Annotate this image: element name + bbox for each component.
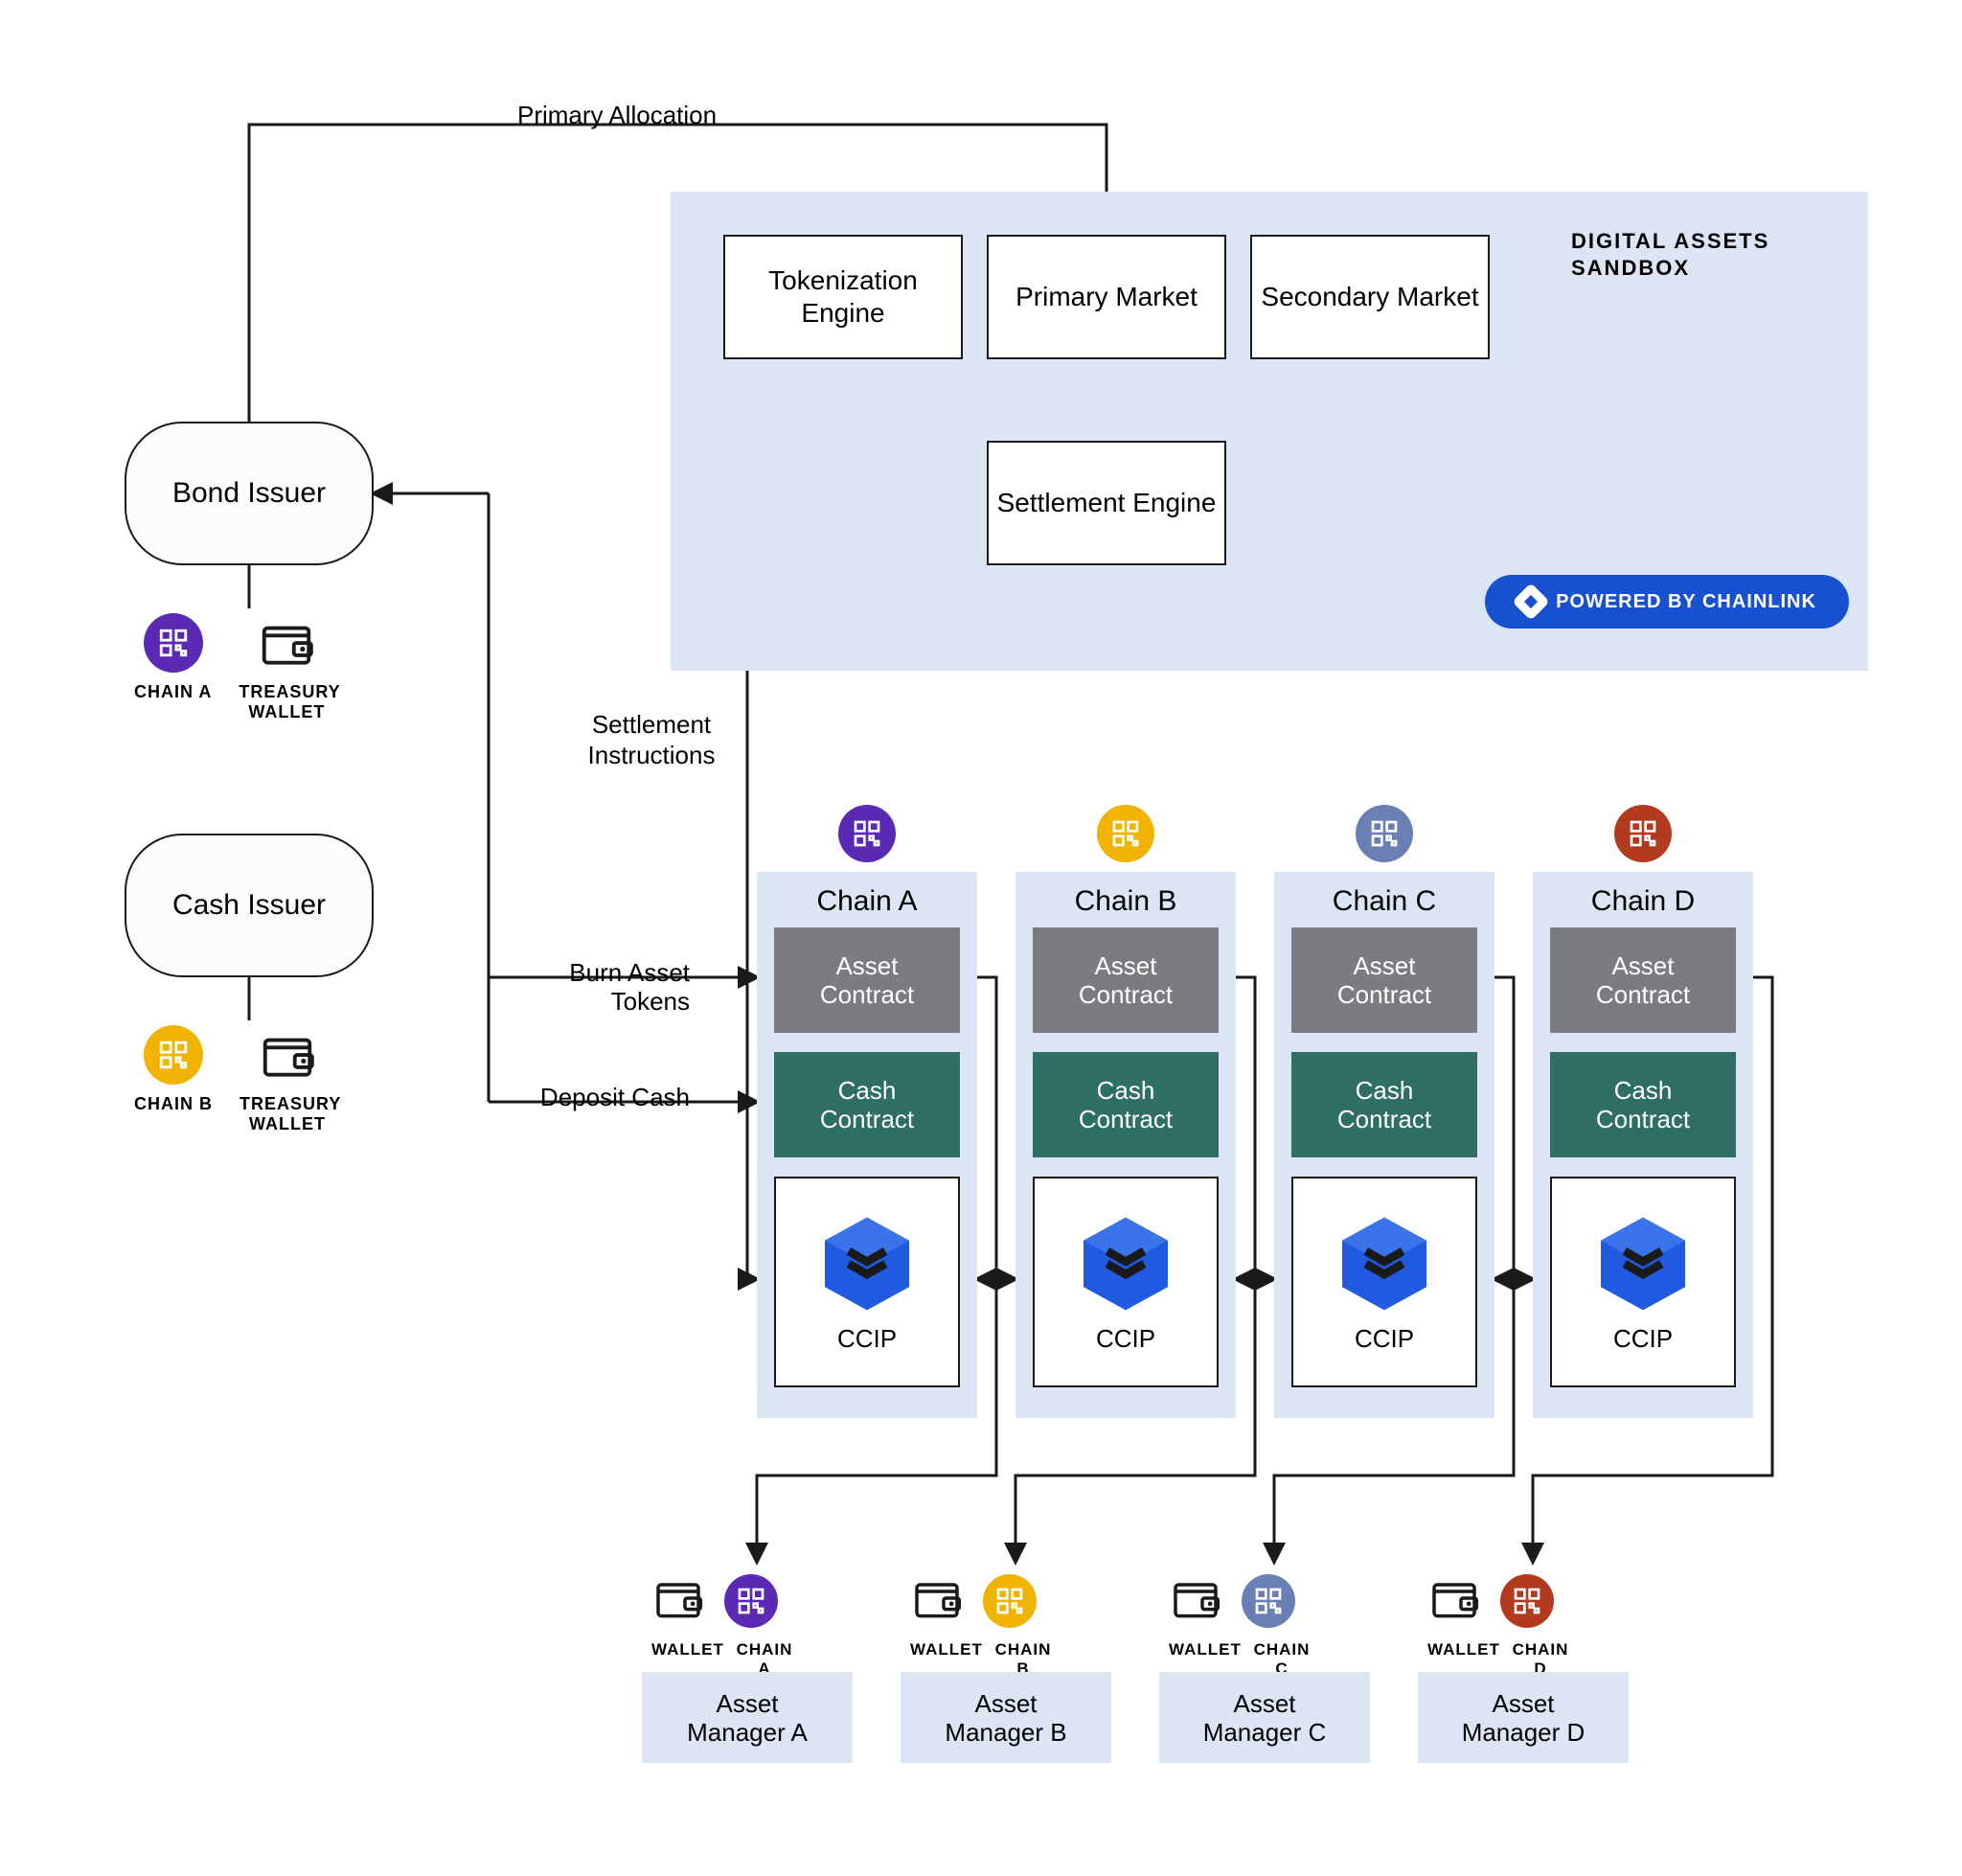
manager-box-2: AssetManager C <box>1159 1672 1370 1763</box>
box-secondary-label: Secondary Market <box>1261 281 1478 313</box>
wallet-icon <box>1169 1571 1222 1630</box>
chain-A-icon <box>838 805 896 862</box>
wallet-icon <box>651 1571 705 1630</box>
manager-icons-1 <box>910 1571 1037 1630</box>
asset-contract: AssetContract <box>774 927 960 1033</box>
box-secondary-market: Secondary Market <box>1250 235 1490 359</box>
manager-icons-0 <box>651 1571 778 1630</box>
cash-contract: CashContract <box>1033 1052 1219 1157</box>
cash-issuer: Cash Issuer <box>125 834 374 977</box>
sandbox-title: DIGITAL ASSETS SANDBOX <box>1571 228 1849 282</box>
chain-title: Chain C <box>1274 872 1494 927</box>
bond-issuer: Bond Issuer <box>125 422 374 565</box>
manager-icons-2 <box>1169 1571 1295 1630</box>
chain-icon <box>983 1574 1037 1628</box>
cash-contract: CashContract <box>1291 1052 1477 1157</box>
chain-title: Chain A <box>757 872 977 927</box>
box-settlement-label: Settlement Engine <box>997 487 1217 519</box>
chain-card-B: Chain B AssetContract CashContract CCIP <box>1015 872 1236 1418</box>
label-burn-tokens: Burn Asset Tokens <box>517 958 690 1016</box>
bond-wallet-caption: TREASURY WALLET <box>239 682 334 722</box>
chain-a-icon <box>144 613 203 673</box>
cash-contract: CashContract <box>774 1052 960 1157</box>
manager-box-0: AssetManager A <box>642 1672 853 1763</box>
badge-text: POWERED BY CHAINLINK <box>1556 591 1816 613</box>
manager-box-1: AssetManager B <box>901 1672 1111 1763</box>
chainlink-icon <box>1512 583 1550 621</box>
chain-D-icon <box>1614 805 1672 862</box>
manager-box-3: AssetManager D <box>1418 1672 1629 1763</box>
ccip-label: CCIP <box>1613 1324 1673 1354</box>
label-primary-allocation: Primary Allocation <box>517 101 717 130</box>
chain-b-icon <box>144 1025 203 1085</box>
chain-icon <box>724 1574 778 1628</box>
wallet-icon <box>1427 1571 1481 1630</box>
wallet-icon <box>258 1025 317 1085</box>
cash-wallet-caption: TREASURY WALLET <box>240 1094 335 1134</box>
wallet-icon <box>257 613 316 673</box>
powered-by-badge: POWERED BY CHAINLINK <box>1485 575 1849 629</box>
chain-card-C: Chain C AssetContract CashContract CCIP <box>1274 872 1494 1418</box>
chain-B-icon <box>1097 805 1154 862</box>
ccip-box: CCIP <box>774 1177 960 1387</box>
label-settlement-instructions: Settlement Instructions <box>556 709 747 770</box>
box-settlement-engine: Settlement Engine <box>987 441 1226 565</box>
label-deposit-cash: Deposit Cash <box>536 1083 690 1111</box>
manager-icons-3 <box>1427 1571 1554 1630</box>
box-tokenization-label: Tokenization Engine <box>725 264 961 330</box>
asset-contract: AssetContract <box>1550 927 1736 1033</box>
wallet-icon <box>910 1571 964 1630</box>
asset-contract: AssetContract <box>1033 927 1219 1033</box>
bond-issuer-label: Bond Issuer <box>172 476 326 511</box>
chain-title: Chain D <box>1533 872 1753 927</box>
cash-chain-caption: CHAIN B <box>134 1094 213 1114</box>
ccip-box: CCIP <box>1033 1177 1219 1387</box>
chain-icon <box>1500 1574 1554 1628</box>
chain-C-icon <box>1356 805 1413 862</box>
ccip-box: CCIP <box>1291 1177 1477 1387</box>
diagram-stage: Primary Allocation Settlement Instructio… <box>0 0 1962 1876</box>
ccip-label: CCIP <box>837 1324 897 1354</box>
chain-card-A: Chain A AssetContract CashContract CCIP <box>757 872 977 1418</box>
box-primary-label: Primary Market <box>1015 281 1198 313</box>
chain-title: Chain B <box>1015 872 1236 927</box>
bond-issuer-icons: CHAIN A TREASURY WALLET <box>134 613 334 722</box>
ccip-label: CCIP <box>1355 1324 1414 1354</box>
cash-contract: CashContract <box>1550 1052 1736 1157</box>
ccip-label: CCIP <box>1096 1324 1155 1354</box>
chain-card-D: Chain D AssetContract CashContract CCIP <box>1533 872 1753 1418</box>
asset-contract: AssetContract <box>1291 927 1477 1033</box>
ccip-box: CCIP <box>1550 1177 1736 1387</box>
box-tokenization: Tokenization Engine <box>723 235 963 359</box>
cash-issuer-label: Cash Issuer <box>172 888 326 923</box>
bond-chain-caption: CHAIN A <box>134 682 212 702</box>
box-primary-market: Primary Market <box>987 235 1226 359</box>
cash-issuer-icons: CHAIN B TREASURY WALLET <box>134 1025 335 1134</box>
chain-icon <box>1242 1574 1295 1628</box>
